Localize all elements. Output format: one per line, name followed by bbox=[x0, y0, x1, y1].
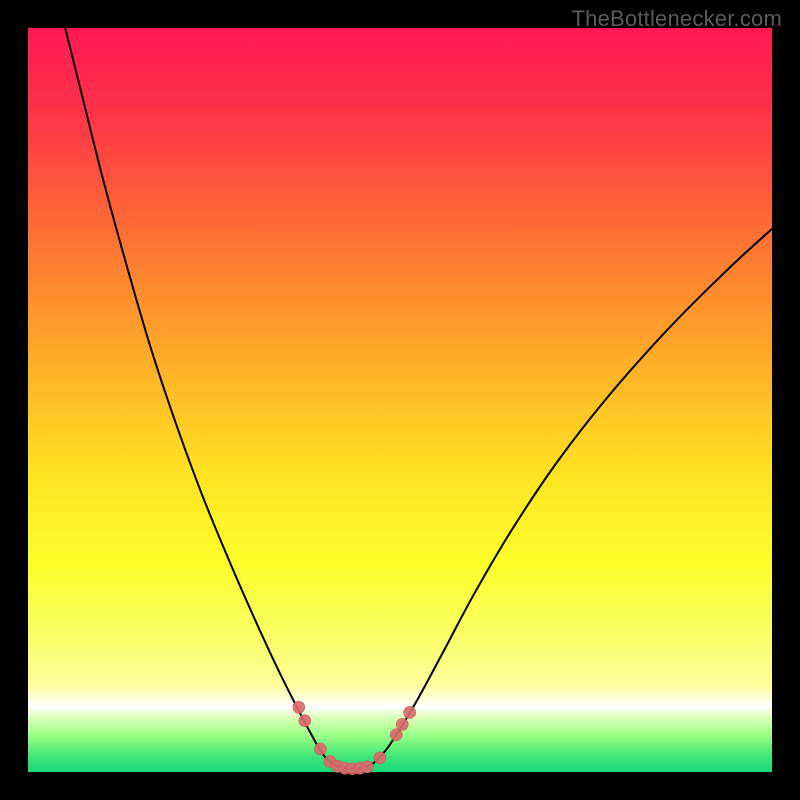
chart-svg bbox=[0, 0, 800, 800]
stage: TheBottlenecker.com bbox=[0, 0, 800, 800]
marker-point bbox=[396, 718, 408, 730]
curve-right-branch bbox=[369, 229, 772, 766]
watermark-text: TheBottlenecker.com bbox=[572, 6, 782, 32]
marker-point bbox=[314, 743, 326, 755]
marker-point bbox=[361, 761, 373, 773]
marker-point bbox=[404, 706, 416, 718]
markers-group bbox=[293, 701, 416, 774]
marker-point bbox=[299, 715, 311, 727]
marker-point bbox=[390, 729, 402, 741]
marker-point bbox=[374, 752, 386, 764]
plot-group bbox=[65, 28, 772, 775]
curve-left-branch bbox=[65, 28, 340, 768]
marker-point bbox=[293, 701, 305, 713]
